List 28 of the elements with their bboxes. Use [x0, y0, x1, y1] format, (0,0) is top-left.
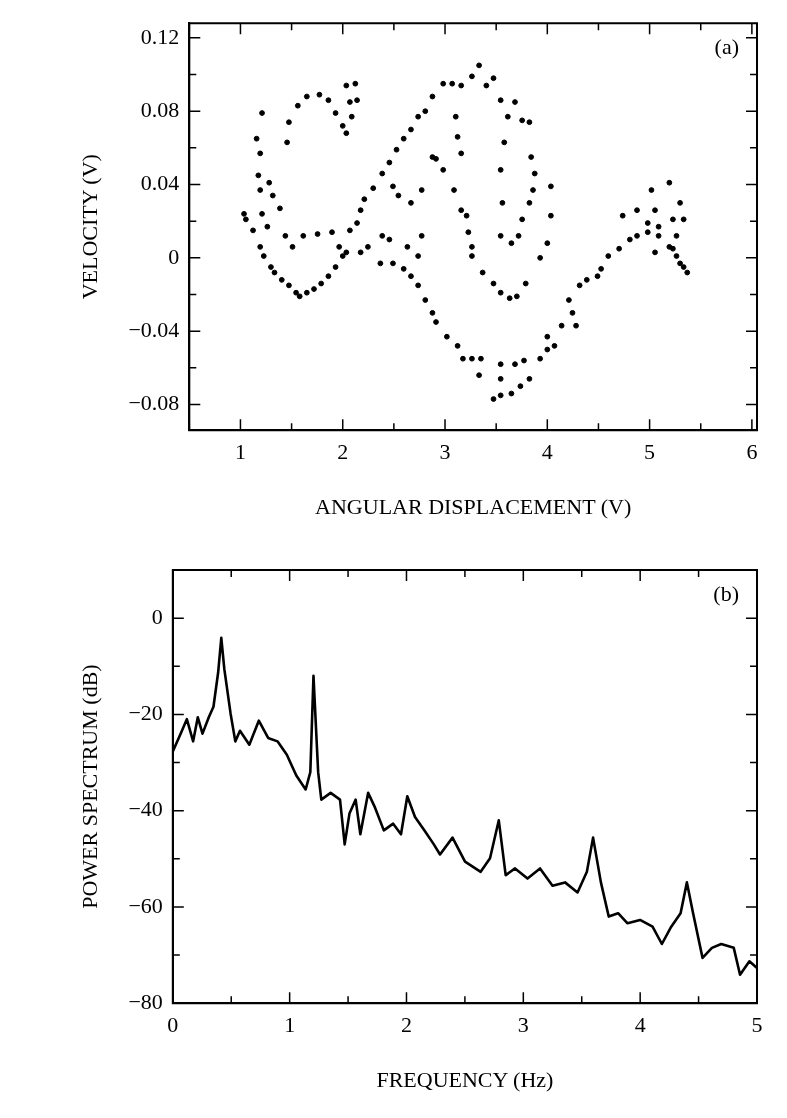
y-tick-label: −0.04 [128, 316, 180, 342]
y-tick-label: −80 [128, 988, 163, 1014]
x-tick-label: 5 [644, 439, 656, 465]
x-tick-label: 2 [400, 1012, 412, 1038]
annotation: (b) [713, 580, 739, 606]
y-tick-label: −20 [128, 700, 163, 726]
x-tick-label: 6 [746, 439, 758, 465]
y-tick-label: −60 [128, 892, 163, 918]
y-tick-label: 0 [151, 603, 163, 629]
y-tick-label: 0.04 [140, 170, 180, 196]
x-tick-label: 5 [751, 1012, 763, 1038]
annotation: (a) [714, 33, 739, 59]
y-axis-title: POWER SPECTRUM (dB) [76, 664, 102, 909]
x-tick-label: 4 [634, 1012, 646, 1038]
x-tick-label: 1 [234, 439, 246, 465]
y-axis-title: VELOCITY (V) [76, 154, 102, 300]
x-tick-label: 4 [541, 439, 553, 465]
y-tick-label: 0 [168, 243, 180, 269]
y-tick-label: 0.08 [140, 96, 180, 122]
x-tick-label: 1 [284, 1012, 296, 1038]
x-axis-title: ANGULAR DISPLACEMENT (V) [315, 493, 632, 519]
y-tick-label: 0.12 [140, 23, 180, 49]
x-axis-title: FREQUENCY (Hz) [376, 1066, 554, 1092]
x-tick-label: 3 [517, 1012, 529, 1038]
x-tick-label: 2 [337, 439, 349, 465]
y-tick-label: −0.08 [128, 390, 180, 416]
y-tick-label: −40 [128, 796, 163, 822]
x-tick-label: 3 [439, 439, 451, 465]
